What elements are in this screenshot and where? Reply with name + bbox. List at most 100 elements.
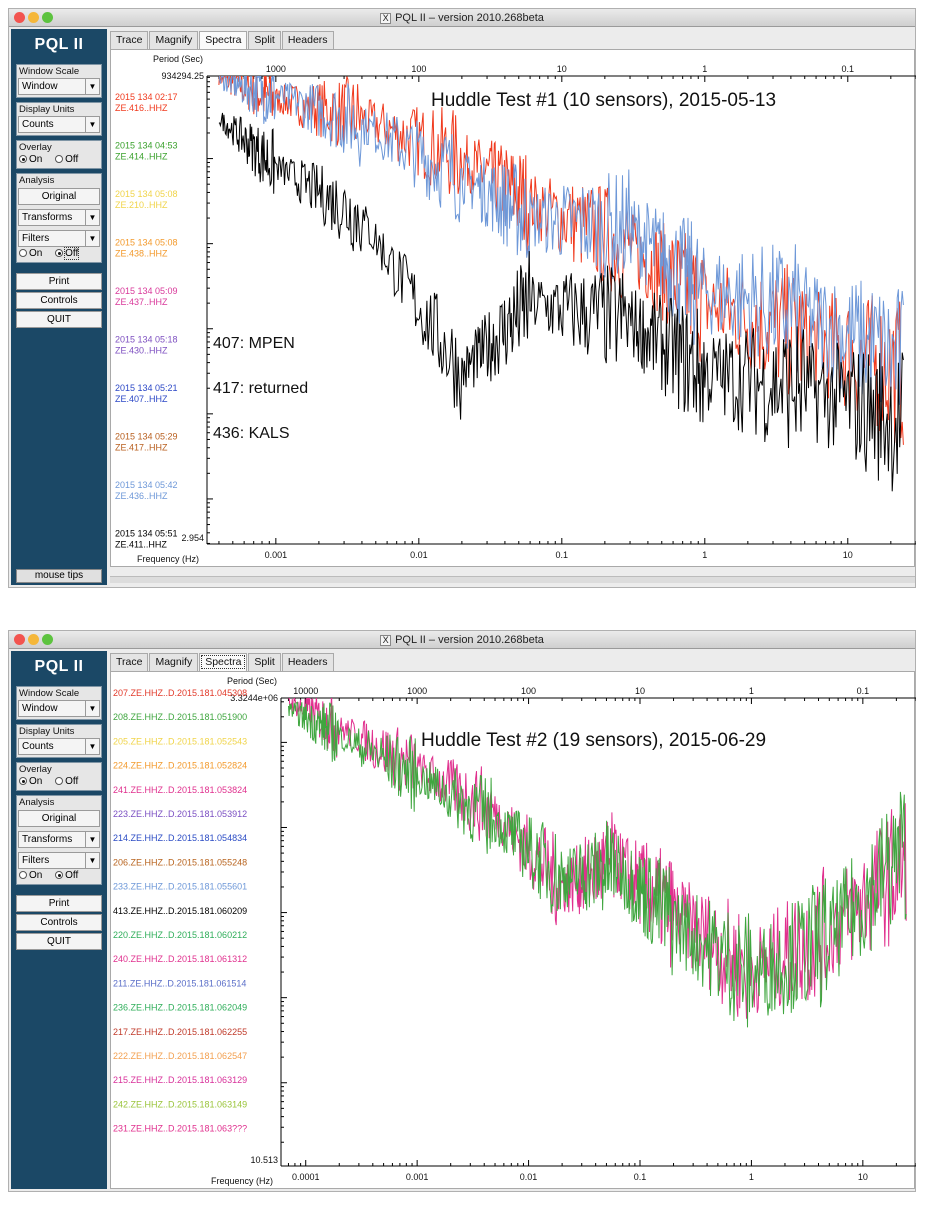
frequency-tick-label: 0.0001 bbox=[292, 1172, 320, 1182]
plot-note: 436: KALS bbox=[213, 425, 290, 442]
series-line bbox=[218, 112, 904, 492]
period-tick-label: 1 bbox=[702, 64, 707, 74]
series-line bbox=[218, 76, 904, 405]
transforms-dropdown[interactable]: Transforms ▼ bbox=[18, 209, 100, 226]
channel-label: 413.ZE.HHZ..D.2015.181.060209 bbox=[113, 906, 247, 916]
zoom-icon[interactable] bbox=[42, 12, 53, 23]
radio-empty-icon bbox=[55, 155, 64, 163]
x11-icon: X bbox=[380, 634, 392, 646]
period-tick-label: 1000 bbox=[266, 64, 286, 74]
filter-off-label: Off bbox=[65, 870, 79, 881]
tab-split[interactable]: Split bbox=[248, 31, 281, 49]
display-units-dropdown[interactable]: Counts ▼ bbox=[18, 116, 100, 133]
channel-id-label: ZE.414..HHZ bbox=[115, 152, 168, 162]
filter-on-radio[interactable]: On bbox=[19, 870, 42, 881]
overlay-on-radio[interactable]: On bbox=[19, 776, 42, 787]
filter-off-radio[interactable]: Off bbox=[55, 870, 78, 881]
controls-button[interactable]: Controls bbox=[16, 914, 102, 931]
channel-time-label: 2015 134 05:08 bbox=[115, 238, 178, 248]
channel-label: 211.ZE.HHZ..D.2015.181.061514 bbox=[113, 978, 246, 988]
original-button[interactable]: Original bbox=[18, 810, 100, 827]
window-scale-dropdown[interactable]: Window ▼ bbox=[18, 700, 100, 717]
channel-id-label: ZE.407..HHZ bbox=[115, 394, 168, 404]
minimize-icon[interactable] bbox=[28, 634, 39, 645]
tab-trace[interactable]: Trace bbox=[110, 653, 149, 671]
print-button[interactable]: Print bbox=[16, 273, 102, 290]
period-tick-label: 0.1 bbox=[842, 64, 855, 74]
series-line bbox=[288, 701, 907, 1028]
transforms-dropdown[interactable]: Transforms ▼ bbox=[18, 831, 100, 848]
overlay-off-radio[interactable]: Off bbox=[55, 776, 78, 787]
radio-selected-icon bbox=[55, 871, 64, 879]
mouse-tips-button[interactable]: mouse tips bbox=[16, 569, 102, 583]
window-scale-group: Window Scale Window ▼ bbox=[16, 64, 102, 98]
window-scale-dropdown[interactable]: Window ▼ bbox=[18, 78, 100, 95]
tab-bar: Trace Magnify Spectra Split Headers bbox=[110, 31, 335, 49]
spectra-chart[interactable]: Period (Sec) Frequency (Hz) 3.3244e+06 10.5… bbox=[111, 672, 916, 1190]
plot-note: 407: MPEN bbox=[213, 335, 295, 352]
overlay-off-radio[interactable]: Off bbox=[55, 154, 78, 165]
filters-dropdown[interactable]: Filters ▼ bbox=[18, 852, 100, 869]
tab-magnify[interactable]: Magnify bbox=[149, 653, 199, 671]
overlay-on-radio[interactable]: On bbox=[19, 154, 42, 165]
original-button[interactable]: Original bbox=[18, 188, 100, 205]
channel-label: 242.ZE.HHZ..D.2015.181.063149 bbox=[113, 1099, 247, 1109]
pql-window-2: X PQL II – version 2010.268beta PQL II Wi… bbox=[8, 630, 916, 1192]
frequency-tick-label: 10 bbox=[858, 1172, 868, 1182]
tab-magnify[interactable]: Magnify bbox=[149, 31, 199, 49]
y-max-label: 934294.25 bbox=[161, 71, 204, 81]
minimize-icon[interactable] bbox=[28, 12, 39, 23]
channel-id-label: ZE.417..HHZ bbox=[115, 443, 168, 453]
period-axis-label: Period (Sec) bbox=[227, 676, 277, 686]
tab-headers[interactable]: Headers bbox=[281, 31, 334, 49]
filter-off-radio[interactable]: Off bbox=[55, 247, 80, 260]
chevron-down-icon: ▼ bbox=[85, 231, 99, 246]
spectra-chart[interactable]: Period (Sec) Frequency (Hz) 934294.25 2.954… bbox=[111, 50, 916, 568]
zoom-icon[interactable] bbox=[42, 634, 53, 645]
transforms-value: Transforms bbox=[22, 834, 73, 845]
tab-trace[interactable]: Trace bbox=[110, 31, 149, 49]
channel-label: 224.ZE.HHZ..D.2015.181.052824 bbox=[113, 761, 247, 771]
analysis-label: Analysis bbox=[19, 175, 55, 186]
spectra-plot[interactable]: Period (Sec) Frequency (Hz) 934294.25 2.954… bbox=[110, 49, 916, 568]
window-scale-label: Window Scale bbox=[19, 688, 80, 699]
overlay-on-label: On bbox=[29, 776, 43, 787]
analysis-label: Analysis bbox=[19, 797, 55, 808]
y-min-label: 2.954 bbox=[181, 533, 204, 543]
channel-time-label: 2015 134 05:21 bbox=[115, 383, 178, 393]
filters-value: Filters bbox=[22, 233, 50, 244]
display-units-label: Display Units bbox=[19, 726, 75, 737]
tab-split[interactable]: Split bbox=[248, 653, 281, 671]
window-scale-value: Window bbox=[22, 703, 58, 714]
close-icon[interactable] bbox=[14, 12, 25, 23]
channel-id-label: ZE.411..HHZ bbox=[115, 540, 167, 550]
close-icon[interactable] bbox=[14, 634, 25, 645]
period-tick-label: 10000 bbox=[293, 686, 318, 696]
quit-button[interactable]: QUIT bbox=[16, 311, 102, 328]
tab-spectra[interactable]: Spectra bbox=[199, 653, 248, 671]
filter-on-radio[interactable]: On bbox=[19, 248, 42, 259]
display-units-value: Counts bbox=[22, 119, 54, 130]
quit-button[interactable]: QUIT bbox=[16, 933, 102, 950]
horizontal-scrollbar[interactable] bbox=[110, 576, 915, 583]
filter-on-label: On bbox=[29, 870, 43, 881]
radio-selected-icon bbox=[19, 777, 27, 785]
period-tick-label: 10 bbox=[557, 64, 567, 74]
traffic-lights bbox=[14, 634, 56, 652]
channel-id-label: ZE.430..HHZ bbox=[115, 346, 168, 356]
filters-dropdown[interactable]: Filters ▼ bbox=[18, 230, 100, 247]
display-units-label: Display Units bbox=[19, 104, 75, 115]
channel-time-label: 2015 134 05:42 bbox=[115, 480, 178, 490]
radio-empty-icon bbox=[55, 777, 64, 785]
chevron-down-icon: ▼ bbox=[85, 79, 99, 94]
frequency-axis-label: Frequency (Hz) bbox=[211, 1176, 273, 1186]
display-units-dropdown[interactable]: Counts ▼ bbox=[18, 738, 100, 755]
display-units-group: Display Units Counts ▼ bbox=[16, 724, 102, 758]
controls-button[interactable]: Controls bbox=[16, 292, 102, 309]
tab-spectra[interactable]: Spectra bbox=[199, 31, 248, 49]
tab-headers[interactable]: Headers bbox=[281, 653, 334, 671]
spectra-plot[interactable]: Period (Sec) Frequency (Hz) 3.3244e+06 10.5… bbox=[110, 671, 916, 1190]
x11-icon: X bbox=[380, 12, 392, 24]
print-button[interactable]: Print bbox=[16, 895, 102, 912]
channel-label: 217.ZE.HHZ..D.2015.181.062255 bbox=[113, 1027, 247, 1037]
